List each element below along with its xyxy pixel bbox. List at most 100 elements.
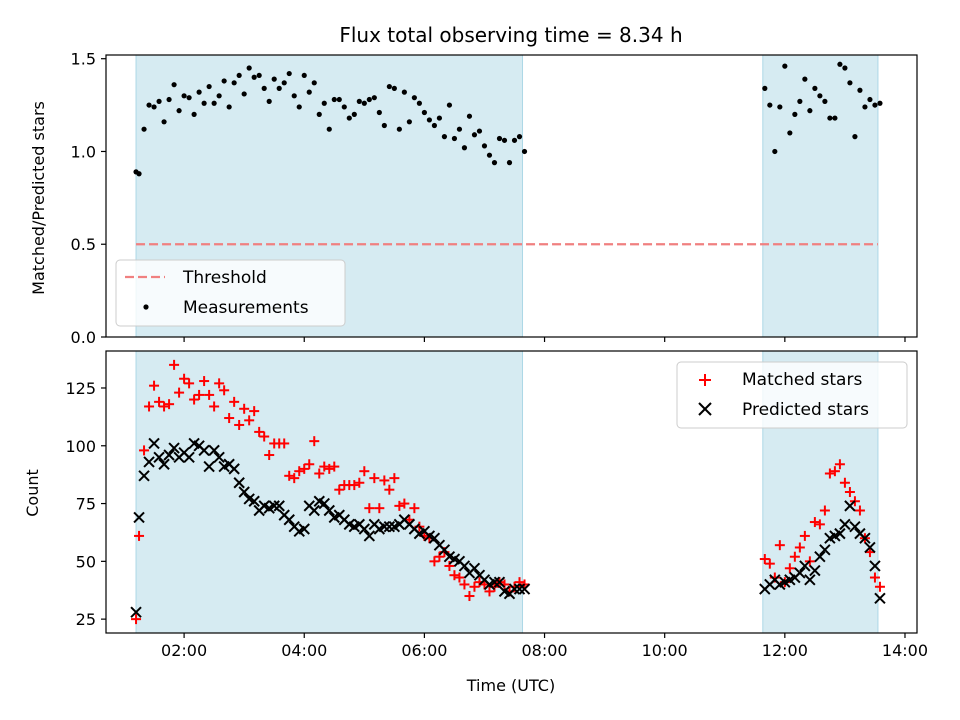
data-point-x: [183, 451, 195, 464]
data-point: [146, 102, 152, 108]
data-point: [391, 85, 397, 91]
data-point: [236, 72, 242, 79]
data-point: [461, 145, 468, 151]
data-point: [326, 126, 332, 132]
x-tick-label: 02:00: [161, 641, 207, 660]
x-stroke-b: [243, 493, 255, 505]
x-stroke-b: [183, 451, 195, 464]
chart-title: Flux total observing time = 8.34 h: [339, 23, 682, 47]
bottom-panel: 25 50 75 100 125 02:00 04:00 06:00 08:00 10:00 12:…: [65, 350, 928, 660]
data-point-plus: [764, 558, 775, 569]
data-point: [161, 119, 167, 125]
data-point-x: [198, 444, 210, 457]
top-panel: 0.0 0.5 1.0 1.5 Threshold Measurements: [71, 50, 918, 347]
data-point: [456, 126, 463, 132]
data-point-x: [438, 544, 451, 556]
data-point-plus: [309, 436, 320, 447]
y-tick-label: 125: [65, 379, 96, 398]
data-point-x: [383, 520, 396, 533]
legend: Threshold Measurements: [115, 259, 346, 327]
data-point: [476, 128, 483, 134]
x-stroke-b: [874, 592, 886, 605]
data-point-x: [378, 520, 391, 533]
data-point-x: [268, 500, 280, 512]
data-point-x: [458, 560, 471, 572]
data-point-plus: [819, 505, 830, 516]
data-point: [191, 111, 197, 117]
data-point-plus: [399, 498, 410, 509]
x-stroke-b: [819, 544, 831, 556]
data-point-plus: [289, 473, 300, 484]
data-point-x: [468, 562, 481, 574]
data-point-plus: [314, 468, 325, 479]
data-point-plus: [319, 461, 330, 472]
x-stroke-b: [158, 458, 170, 470]
data-point: [156, 98, 162, 104]
data-point: [431, 122, 438, 129]
data-point: [872, 102, 878, 108]
data-point-plus: [359, 466, 370, 477]
data-point: [471, 132, 478, 138]
data-point-plus: [389, 473, 400, 484]
data-point: [306, 89, 312, 95]
x-stroke-b: [508, 583, 521, 595]
data-point: [341, 104, 347, 110]
data-point: [481, 143, 488, 149]
data-point: [792, 111, 798, 117]
top-y-axis-title: Matched/Predicted stars: [29, 101, 48, 295]
legend-matched-swatch: [699, 374, 711, 386]
x-stroke-b: [859, 532, 871, 544]
x-stroke-b: [423, 530, 436, 542]
data-point: [186, 95, 192, 101]
data-point-x: [163, 449, 175, 461]
data-point: [336, 96, 342, 103]
data-point-plus: [759, 554, 770, 565]
y-tick-label: 75: [76, 495, 96, 514]
data-point-plus: [134, 530, 145, 541]
x-tick-label: 08:00: [521, 641, 567, 660]
data-point-plus: [264, 450, 275, 461]
x-stroke-b: [698, 402, 712, 416]
data-point-x: [298, 523, 310, 535]
x-stroke-b: [493, 576, 506, 588]
data-point: [506, 160, 513, 166]
data-point: [777, 104, 783, 110]
data-point-x: [864, 541, 876, 554]
data-point-plus: [229, 396, 240, 407]
data-point-plus: [409, 503, 420, 514]
data-point-x: [153, 451, 165, 464]
x-stroke-b: [273, 500, 285, 512]
x-stroke-b: [438, 544, 451, 556]
data-point: [491, 160, 498, 166]
data-point-plus: [774, 540, 785, 551]
data-point-plus: [284, 470, 295, 481]
data-point-plus: [174, 387, 185, 398]
x-stroke-b: [363, 530, 376, 542]
data-point-plus: [484, 586, 495, 597]
data-point-x: [138, 470, 150, 482]
x-stroke-b: [488, 576, 501, 588]
y-tick-label: 1.0: [71, 142, 96, 161]
data-point: [797, 98, 803, 104]
data-point-x: [130, 606, 142, 618]
x-stroke-b: [814, 551, 826, 563]
data-point-x: [849, 520, 861, 533]
data-point-plus: [294, 466, 305, 477]
data-point: [356, 98, 362, 104]
data-point-x: [203, 460, 215, 473]
x-stroke-b: [443, 551, 456, 563]
legend: Matched stars Predicted stars: [676, 361, 908, 429]
x-tick-label: 14:00: [882, 641, 928, 660]
data-point: [311, 80, 317, 86]
data-point-plus: [384, 484, 395, 495]
data-point: [141, 126, 147, 132]
data-point-x: [273, 500, 285, 512]
data-point: [411, 95, 417, 101]
data-point: [772, 148, 778, 155]
data-point: [496, 135, 503, 142]
data-point: [451, 135, 458, 142]
data-point-x: [859, 532, 871, 544]
x-stroke-b: [799, 560, 811, 572]
data-point-x: [363, 530, 376, 542]
data-point: [822, 98, 828, 104]
